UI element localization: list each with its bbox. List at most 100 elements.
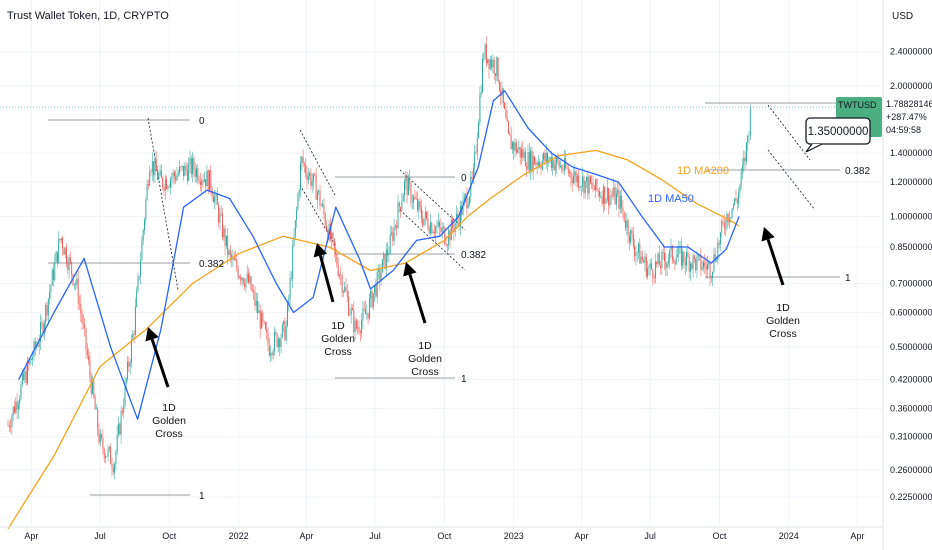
candle-body [589, 176, 591, 184]
candle-body [138, 276, 140, 277]
candle-body [670, 245, 672, 251]
fib-label: 0.382 [461, 250, 486, 261]
candle-body [734, 198, 736, 206]
candle-body [186, 170, 188, 181]
candle-body [254, 291, 256, 306]
trend-line [299, 129, 336, 196]
candle-body [445, 244, 447, 246]
candle-body [521, 149, 522, 158]
candle-body [189, 157, 191, 165]
candle-body [709, 262, 711, 279]
candle-body [63, 248, 65, 255]
candle-body [381, 259, 383, 273]
candle-body [443, 227, 444, 228]
candle-body [393, 226, 395, 242]
candle-body [80, 303, 82, 314]
candle-body [7, 424, 9, 426]
candle-body [362, 308, 364, 321]
candle-body [599, 191, 600, 197]
candle-body [140, 260, 142, 277]
candle-body [244, 283, 246, 288]
candle-body [305, 164, 307, 174]
candle-body [292, 245, 294, 279]
candle-body [483, 57, 485, 59]
candle-body [574, 171, 576, 177]
candle-body [41, 322, 43, 324]
candle-body [530, 150, 532, 172]
candle-body [21, 373, 23, 385]
candle-body [638, 243, 639, 252]
candle-body [736, 200, 738, 204]
candle-body [283, 321, 285, 325]
candle-body [379, 269, 381, 281]
candle-body [29, 358, 31, 364]
candle-body [597, 189, 599, 192]
candle-body [621, 195, 623, 208]
candle-body [37, 345, 39, 347]
candle-body [131, 339, 132, 363]
price-tag-countdown: 04:59:58 [886, 125, 921, 135]
candle-body [89, 360, 91, 376]
candle-body [95, 408, 97, 410]
golden-cross-label: Cross [155, 428, 182, 440]
trend-line [767, 104, 811, 161]
currency-label[interactable]: USD [892, 11, 914, 22]
candle-body [654, 261, 656, 279]
candle-body [509, 132, 511, 136]
candle-body [732, 205, 734, 209]
candle-body [43, 323, 45, 335]
candle-body [220, 213, 222, 215]
candle-body [454, 222, 456, 232]
candle-body [287, 303, 288, 327]
candle-body [236, 259, 238, 269]
candle-body [275, 332, 277, 334]
candle-body [378, 269, 379, 272]
candle-body [622, 207, 624, 212]
candle-body [142, 230, 144, 241]
candle-body [510, 135, 512, 150]
candle-body [700, 254, 702, 270]
candle-body [183, 165, 184, 177]
golden-cross-label: Cross [324, 346, 351, 358]
candle-body [180, 166, 182, 168]
fib-label: 1 [461, 374, 467, 385]
candle-body [726, 213, 728, 228]
price-tick-label: 1.20000000 [890, 177, 932, 187]
candle-body [271, 353, 273, 356]
candle-body [85, 328, 87, 350]
candle-body [747, 136, 749, 143]
candle-body [547, 152, 548, 164]
candle-body [56, 251, 58, 263]
arrow-head [403, 262, 417, 277]
candle-body [20, 384, 22, 399]
candle-body [42, 323, 44, 335]
candle-body [601, 196, 603, 204]
candle-body [661, 251, 663, 268]
candle-body [417, 198, 418, 211]
candle-body [331, 232, 333, 240]
candle-body [552, 160, 554, 168]
time-tick-label: Oct [712, 531, 727, 541]
candle-body [318, 190, 320, 193]
candle-body [569, 171, 571, 173]
candle-body [695, 258, 697, 271]
candle-body [682, 251, 684, 266]
candle-body [517, 149, 519, 153]
candle-body [422, 218, 424, 226]
candle-body [535, 162, 537, 165]
candle-body [450, 219, 452, 241]
candle-body [353, 309, 355, 333]
candle-body [49, 292, 51, 299]
candle-body [19, 398, 21, 405]
candle-body [549, 157, 551, 161]
candle-body [309, 173, 311, 176]
candle-body [745, 142, 747, 162]
candle-body [716, 260, 717, 262]
candle-body [164, 179, 166, 191]
candle-body [691, 263, 693, 269]
candle-body [635, 253, 637, 257]
candle-body [315, 175, 317, 200]
candle-body [46, 304, 48, 316]
candle-body [491, 59, 493, 68]
